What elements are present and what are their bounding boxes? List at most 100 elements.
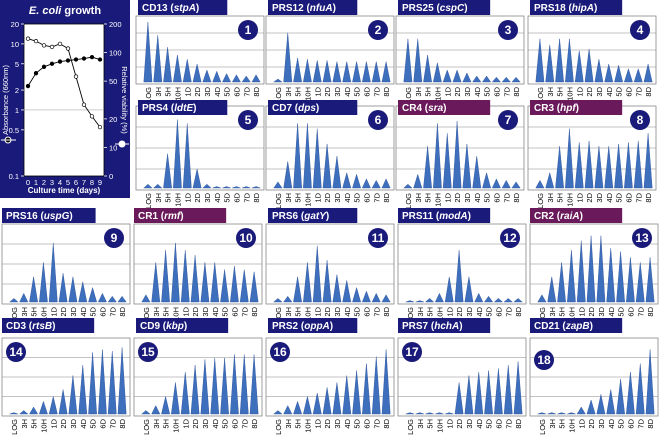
x-tick-label: 4D: [605, 86, 614, 96]
growth-data-point: [25, 36, 31, 41]
x-tick-label: LOG: [406, 419, 415, 435]
x-tick-label: 7D: [502, 86, 511, 96]
x-tick-label: 3H: [416, 307, 425, 317]
x-tick-label: 5H: [294, 307, 303, 317]
x-tick-label: LOG: [144, 193, 153, 209]
x-tick-label: 1D: [313, 306, 322, 316]
x-tick-label: 3D: [333, 418, 342, 428]
x-tick-label: 1D: [577, 306, 586, 316]
expression-spike-5D: [352, 173, 361, 189]
x-tick-label: 1D: [575, 192, 584, 202]
expression-spike-3H: [415, 300, 424, 303]
expression-spike-8D: [381, 294, 391, 303]
x-tick-label: 5D: [221, 418, 230, 428]
expression-spike-7D: [242, 186, 251, 189]
expression-panel-1: CD13 (stpA) 1 LOG 3H 5H 10H 1D 2D 3D 4D 5D 6D 7D 8D: [135, 0, 265, 103]
expression-spike-5D: [220, 357, 229, 415]
expression-spike-1D: [576, 406, 586, 415]
growth-data-point: [65, 46, 71, 51]
gene-name: raiA: [560, 211, 579, 222]
x-tick-label: 5H: [424, 87, 433, 97]
x-tick-label: 1D: [49, 418, 58, 428]
expression-spike-5D: [352, 286, 361, 303]
gene-banner: [398, 0, 491, 15]
expression-spike-7D: [107, 350, 117, 415]
x-tick-label: 8D: [512, 192, 521, 202]
expression-spike-4D: [78, 364, 88, 415]
x-tick-label: 10H: [567, 307, 576, 321]
expression-spike-4D: [606, 389, 616, 415]
panel-number: 16: [273, 345, 287, 359]
expression-spike-2D: [322, 387, 332, 415]
expression-spike-1D: [48, 396, 58, 415]
expression-spike-3D: [68, 276, 78, 303]
expression-spike-4D: [342, 280, 352, 303]
expression-spike-5D: [482, 75, 492, 83]
gene-banner: [398, 208, 491, 223]
growth-data-point: [57, 59, 63, 64]
expression-spike-10H: [171, 382, 180, 415]
panel-number: 18: [537, 353, 551, 367]
expression-spike-3H: [545, 44, 555, 83]
panel-number: 4: [637, 23, 644, 37]
expression-spike-3D: [332, 274, 342, 303]
expression-spike-8D: [249, 271, 259, 303]
gene-banner: [530, 318, 623, 333]
expression-spike-3D: [200, 359, 210, 415]
x-tick-label: 3D: [201, 306, 210, 316]
x-tick-label: 6D: [626, 306, 635, 316]
gene-banner: [398, 318, 491, 333]
x-tick-label: 3D: [203, 192, 212, 202]
gene-label: PRS16 (uspG): [6, 211, 73, 222]
x-tick-label: LOG: [274, 307, 283, 323]
x-tick-label: 5D: [617, 418, 626, 428]
expression-spike-6D: [491, 76, 501, 83]
gene-banner: [134, 208, 227, 223]
x-tick-label: 2D: [455, 418, 464, 428]
x-tick-label: 10H: [303, 193, 312, 207]
panel-number: 5: [245, 113, 252, 127]
x-tick-label: 5D: [483, 86, 492, 96]
expression-spike-3D: [202, 183, 212, 189]
growth-data-point: [49, 61, 55, 66]
x-tick-label: 2D: [191, 306, 200, 316]
expression-spike-10H: [303, 396, 312, 415]
gene-label: CD3 (rtsB): [6, 321, 55, 332]
x-tick-label: 3D: [595, 86, 604, 96]
expression-spike-8D: [249, 354, 259, 415]
expression-spike-8D: [251, 186, 261, 189]
growth-left-tick-label: 2: [15, 86, 19, 95]
expression-spike-3H: [153, 35, 163, 83]
expression-panel-frame: [529, 337, 659, 417]
x-tick-label: 4D: [211, 418, 220, 428]
x-tick-label: 5D: [615, 192, 624, 202]
expression-spike-4D: [474, 371, 484, 415]
gene-banner: [268, 0, 358, 15]
expression-spike-10H: [39, 262, 48, 303]
panel-number-badge: [238, 20, 258, 40]
expression-spike-1D: [312, 128, 322, 189]
panel-number: 11: [372, 231, 385, 245]
x-tick-label: 2D: [323, 306, 332, 316]
x-tick-label: 1D: [183, 192, 192, 202]
x-tick-label: 10H: [173, 87, 182, 101]
gene-banner: [268, 208, 358, 223]
x-tick-label: 5H: [294, 419, 303, 429]
x-tick-label: 5D: [221, 306, 230, 316]
expression-spike-8D: [513, 298, 523, 303]
growth-x-tick-label: 1: [34, 178, 38, 187]
expression-spike-4D: [604, 146, 614, 189]
x-tick-label: 7D: [372, 418, 381, 428]
x-tick-label: 7D: [372, 192, 381, 202]
expression-spike-6D: [624, 68, 633, 83]
x-tick-label: 10H: [173, 193, 182, 207]
expression-spike-7D: [239, 354, 249, 415]
expression-spike-1D: [312, 60, 322, 83]
x-tick-label: 6D: [624, 192, 633, 202]
growth-data-point: [89, 114, 95, 119]
expression-spike-4D: [78, 281, 88, 303]
expression-spike-7D: [371, 61, 381, 83]
expression-spike-5D: [88, 352, 97, 415]
expression-spike-5H: [293, 57, 302, 83]
growth-data-point: [65, 58, 71, 63]
